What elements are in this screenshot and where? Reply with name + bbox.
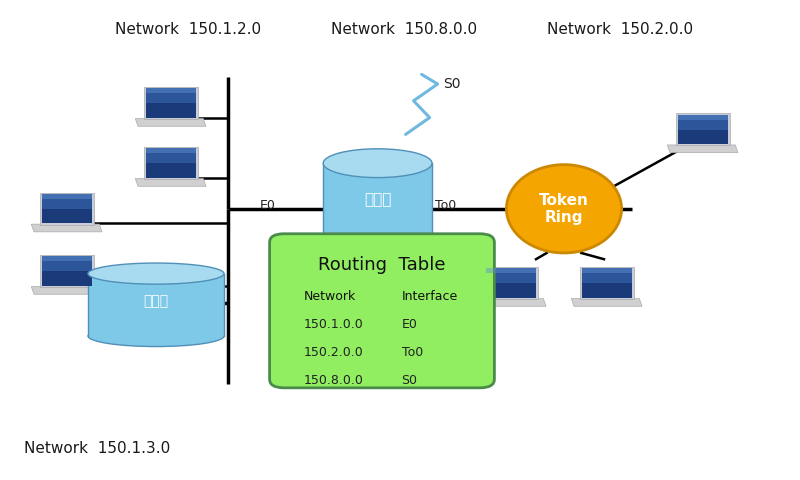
Polygon shape <box>486 268 536 283</box>
Text: 150.8.0.0: 150.8.0.0 <box>304 374 364 387</box>
Polygon shape <box>486 268 536 298</box>
Polygon shape <box>42 256 92 261</box>
Polygon shape <box>31 224 102 232</box>
Text: 라우터: 라우터 <box>364 192 391 207</box>
Text: Routing  Table: Routing Table <box>318 256 446 274</box>
Polygon shape <box>484 267 538 299</box>
Polygon shape <box>475 299 546 306</box>
Polygon shape <box>582 268 632 283</box>
Polygon shape <box>146 88 196 103</box>
Ellipse shape <box>88 325 224 347</box>
Polygon shape <box>31 287 102 294</box>
Polygon shape <box>146 148 196 153</box>
Polygon shape <box>42 194 92 223</box>
Ellipse shape <box>506 165 622 253</box>
Ellipse shape <box>323 149 432 178</box>
Polygon shape <box>135 179 206 186</box>
Text: Network: Network <box>304 290 356 303</box>
Text: 150.2.0.0: 150.2.0.0 <box>304 346 364 359</box>
Text: 라우터: 라우터 <box>143 295 169 309</box>
Text: Network  150.1.2.0: Network 150.1.2.0 <box>115 22 261 36</box>
Polygon shape <box>678 115 728 144</box>
Ellipse shape <box>88 263 224 284</box>
Text: Network  150.2.0.0: Network 150.2.0.0 <box>547 22 693 36</box>
Ellipse shape <box>323 230 432 259</box>
Polygon shape <box>678 115 728 120</box>
Text: Token
Ring: Token Ring <box>539 192 589 225</box>
Text: 150.1.0.0: 150.1.0.0 <box>304 318 364 331</box>
Polygon shape <box>582 268 632 273</box>
Text: Network  150.1.3.0: Network 150.1.3.0 <box>24 441 170 456</box>
Polygon shape <box>667 145 738 153</box>
Polygon shape <box>580 267 634 299</box>
Polygon shape <box>144 87 198 119</box>
FancyBboxPatch shape <box>270 234 494 388</box>
Polygon shape <box>146 88 196 118</box>
Polygon shape <box>486 268 536 273</box>
Polygon shape <box>582 268 632 298</box>
Polygon shape <box>42 194 92 209</box>
Text: To0: To0 <box>402 346 423 359</box>
Polygon shape <box>146 148 196 163</box>
Polygon shape <box>42 256 92 286</box>
Polygon shape <box>678 115 728 130</box>
Text: To0: To0 <box>435 199 457 212</box>
Text: S0: S0 <box>443 77 461 91</box>
Polygon shape <box>144 147 198 179</box>
Polygon shape <box>42 194 92 199</box>
Polygon shape <box>146 148 196 178</box>
FancyBboxPatch shape <box>88 274 224 336</box>
Text: S0: S0 <box>402 374 418 387</box>
Polygon shape <box>40 192 94 225</box>
Polygon shape <box>135 119 206 126</box>
Polygon shape <box>676 113 730 145</box>
Text: E0: E0 <box>402 318 418 331</box>
Polygon shape <box>571 299 642 306</box>
Polygon shape <box>42 256 92 271</box>
Polygon shape <box>146 88 196 93</box>
Text: E0: E0 <box>260 199 276 212</box>
FancyBboxPatch shape <box>323 163 432 245</box>
Polygon shape <box>40 255 94 287</box>
Text: Network  150.8.0.0: Network 150.8.0.0 <box>331 22 477 36</box>
Text: Interface: Interface <box>402 290 458 303</box>
